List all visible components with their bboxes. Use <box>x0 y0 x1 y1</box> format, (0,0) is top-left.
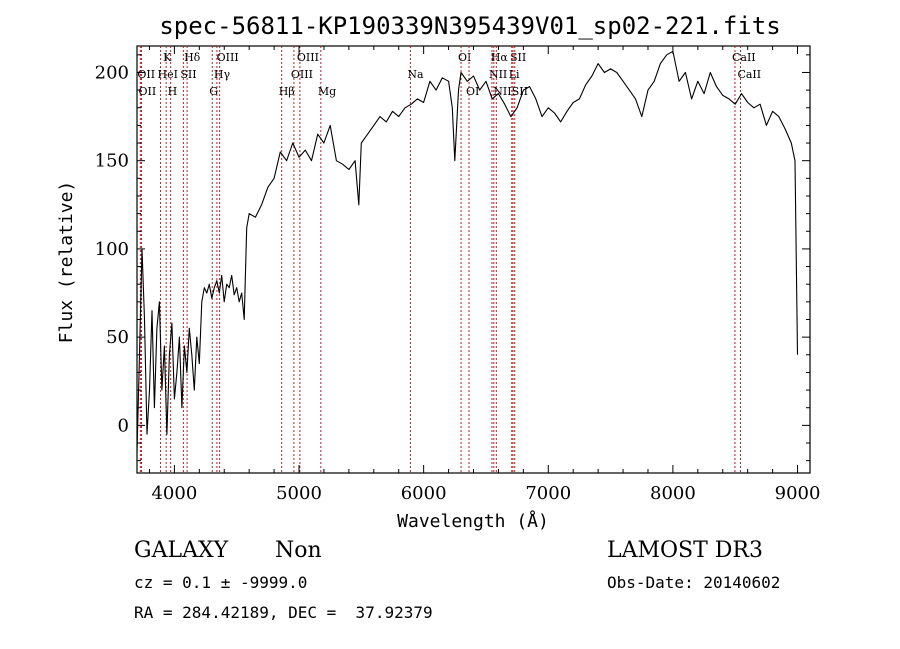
redshift-readout: cz = 0.1 ± -9999.0 <box>134 573 308 592</box>
x-tick-label: 8000 <box>650 483 696 504</box>
spectrum-series <box>136 50 799 452</box>
x-tick-label: 5000 <box>276 483 322 504</box>
spectral-line-label: OII <box>138 85 156 98</box>
y-tick-label: 0 <box>118 415 129 436</box>
spectral-line-label: Na <box>407 68 424 81</box>
survey-name: LAMOST DR3 <box>607 538 763 563</box>
y-tick-label: 100 <box>95 239 129 260</box>
obs-date: Obs-Date: 20140602 <box>607 573 781 592</box>
spectral-line-label: SII <box>512 85 528 98</box>
coordinates-readout: RA = 284.42189, DEC = 37.92379 <box>134 603 433 622</box>
axis-ticks: 4000 5000 6000 7000 8000 9000 0 50 100 150 200 <box>95 46 821 504</box>
spectral-line-label: NII <box>489 68 507 81</box>
y-axis-label: Flux (relative) <box>56 181 77 344</box>
spectral-line-label: G <box>209 85 218 98</box>
x-axis-label: Wavelength (Å) <box>397 510 549 532</box>
spectral-line-label: CaII <box>737 68 761 81</box>
spectral-line-label: OI <box>466 85 479 98</box>
x-tick-label: 7000 <box>525 483 571 504</box>
spectral-line-label: CaII <box>732 51 756 64</box>
y-tick-label: 200 <box>95 62 129 83</box>
spectral-line-label: Hγ <box>214 68 231 81</box>
spectral-line-label: OIII <box>297 51 319 64</box>
spectral-line-label: OII <box>137 68 155 81</box>
spectral-line-label: Hδ <box>184 51 201 64</box>
x-tick-label: 6000 <box>401 483 447 504</box>
spectral-line-label: SII <box>180 68 196 81</box>
object-subclass: Non <box>275 538 322 563</box>
spectral-line-label: OIII <box>217 51 239 64</box>
chart-title: spec-56811-KP190339N395439V01_sp02-221.f… <box>159 12 780 40</box>
spectral-line-label: OIII <box>291 68 313 81</box>
spectral-line-label: SII <box>510 51 526 64</box>
spectral-line-label: OI <box>458 51 471 64</box>
spectral-line-label: K <box>163 51 172 64</box>
y-tick-label: 50 <box>106 327 129 348</box>
spectral-line-label: HeI <box>158 68 178 81</box>
y-tick-label: 150 <box>95 151 129 172</box>
object-class: GALAXY <box>134 538 229 563</box>
spectral-line-label: Hα <box>491 51 509 64</box>
spectral-line-label: Hβ <box>279 85 295 98</box>
spectral-line-label: Mg <box>318 85 336 98</box>
plot-frame <box>136 45 811 474</box>
x-tick-label: 9000 <box>775 483 821 504</box>
x-tick-label: 4000 <box>151 483 197 504</box>
spectral-line-label: H <box>168 85 178 98</box>
spectrum-line <box>136 50 799 452</box>
